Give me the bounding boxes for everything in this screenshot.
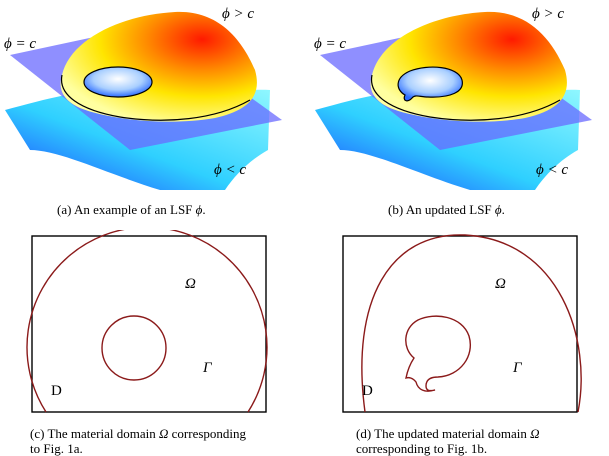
lsf-surface-plot-b bbox=[315, 11, 592, 190]
label-phi-eq-c: ϕ = c bbox=[4, 36, 37, 52]
lsf-surface-plot-a bbox=[5, 11, 282, 190]
caption-b: (b) An updated LSF ϕ. bbox=[388, 202, 505, 217]
material-domain-d bbox=[342, 234, 582, 413]
inner-boundary bbox=[405, 315, 471, 392]
caption-symbol: Ω bbox=[158, 426, 169, 441]
caption-text: An updated LSF bbox=[405, 202, 492, 217]
domain-box bbox=[342, 235, 578, 413]
label-phi-lt-c: ϕ < c bbox=[214, 162, 247, 178]
panel-a: ϕ = c ϕ > c ϕ < c (a) An example of an L… bbox=[0, 0, 300, 220]
outer-boundary bbox=[361, 234, 582, 413]
caption-symbol: ϕ bbox=[494, 202, 502, 217]
caption-c: (c) The material domain Ω corresponding … bbox=[30, 426, 246, 456]
inner-boundary bbox=[101, 315, 167, 381]
caption-end: . bbox=[501, 202, 505, 217]
hill-surface bbox=[370, 11, 567, 122]
panel-b: ϕ = c ϕ > c ϕ < c (b) An updated LSF ϕ. bbox=[310, 0, 609, 220]
domain-box bbox=[31, 235, 267, 413]
caption-end: . bbox=[202, 202, 206, 217]
caption-line2: to Fig. 1a. bbox=[30, 441, 83, 456]
label-phi-lt-c: ϕ < c bbox=[536, 162, 569, 178]
label-omega: Ω bbox=[185, 276, 196, 292]
caption-line1-a: (d) The updated material domain bbox=[356, 426, 527, 441]
label-domain: D bbox=[362, 383, 373, 399]
label-domain: D bbox=[51, 383, 62, 399]
label-phi-gt-c: ϕ > c bbox=[222, 6, 255, 22]
hill-surface bbox=[60, 11, 257, 122]
label-gamma: Γ bbox=[203, 360, 212, 376]
caption-tag: (a) bbox=[57, 202, 72, 217]
label-phi-gt-c: ϕ > c bbox=[532, 6, 565, 22]
caption-symbol: Ω bbox=[530, 426, 540, 441]
label-gamma: Γ bbox=[513, 360, 522, 376]
caption-d: (d) The updated material domain Ω corres… bbox=[356, 426, 540, 456]
hole bbox=[83, 66, 153, 98]
caption-line1-a: (c) The material domain bbox=[30, 426, 156, 441]
caption-text: An example of an LSF bbox=[73, 202, 193, 217]
outer-boundary bbox=[26, 230, 268, 413]
caption-symbol: ϕ bbox=[195, 202, 203, 217]
caption-line2: corresponding to Fig. 1b. bbox=[356, 441, 488, 456]
caption-a: (a) An example of an LSF ϕ. bbox=[57, 202, 206, 217]
caption-line1-b: corresponding bbox=[171, 426, 247, 441]
label-omega: Ω bbox=[495, 276, 506, 292]
hole bbox=[397, 66, 463, 102]
material-domain-c bbox=[26, 230, 268, 413]
panel-d: Ω Γ D (d) The updated material domain Ω … bbox=[310, 230, 609, 456]
label-phi-eq-c: ϕ = c bbox=[314, 36, 347, 52]
caption-tag: (b) bbox=[388, 202, 404, 217]
panel-c: Ω Γ D (c) The material domain Ω correspo… bbox=[0, 230, 300, 456]
